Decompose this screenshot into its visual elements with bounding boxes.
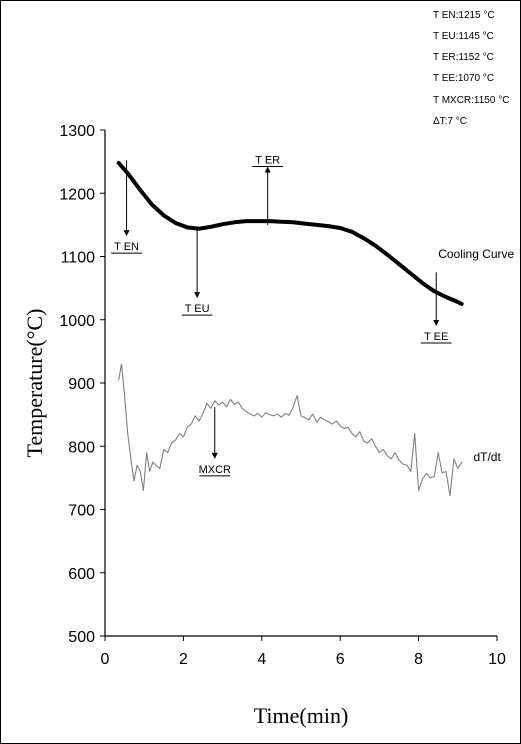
x-tick-label: 2 (179, 651, 188, 668)
annotation-label: T EN (114, 241, 139, 253)
x-ticks: 0 2 4 6 8 10 (101, 636, 506, 668)
annotation-label: T EU (185, 303, 210, 315)
x-axis-title: Time(min) (254, 703, 349, 728)
x-tick-label: 8 (414, 651, 423, 668)
legend-entry-tee: T EE:1070 °C (433, 73, 494, 84)
y-tick-label: 500 (68, 629, 95, 646)
legend: T EN:1215 °C T EU:1145 °C T ER:1152 °C T… (433, 10, 509, 127)
x-tick-label: 6 (336, 651, 345, 668)
x-tick-label: 4 (257, 651, 266, 668)
series-labels: Cooling Curve dT/dt (438, 247, 514, 464)
annotation-teu: T EU (181, 228, 213, 316)
legend-entry-ter: T ER:1152 °C (433, 52, 494, 63)
arrow-head-icon (123, 230, 130, 237)
legend-entry-ten: T EN:1215 °C (433, 10, 495, 21)
x-tick-label: 0 (101, 651, 110, 668)
y-tick-label: 600 (68, 566, 95, 583)
legend-entry-tmxcr: T MXCR:1150 °C (433, 95, 509, 106)
series-label: Cooling Curve (438, 247, 514, 261)
axes (104, 130, 497, 637)
y-tick-label: 1100 (61, 250, 96, 267)
arrow-head-icon (211, 452, 218, 459)
annotations: T EN T EU T ER T EE MXCR (111, 155, 452, 477)
y-tick-label: 1300 (59, 123, 95, 140)
annotation-ter: T ER (252, 155, 284, 225)
arrow-head-icon (433, 319, 440, 326)
y-tick-label: 1000 (59, 313, 95, 330)
y-ticks: 500 600 700 800 900 1000 1100 1200 1300 (59, 123, 105, 646)
series-line-cooling-curve (116, 160, 464, 306)
arrow-head-icon (194, 292, 201, 299)
annotation-ten: T EN (111, 160, 142, 254)
y-tick-label: 700 (68, 503, 95, 520)
series-label: dT/dt (473, 450, 501, 464)
y-axis-title: Temperature(°C) (22, 309, 47, 458)
x-tick-label: 10 (488, 651, 506, 668)
legend-entry-delta-t: ΔT:7 °C (433, 116, 467, 127)
annotation-label: T EE (424, 331, 448, 343)
series (116, 160, 464, 497)
annotation-label: MXCR (199, 464, 231, 476)
arrow-head-icon (264, 166, 271, 173)
legend-entry-teu: T EU:1145 °C (433, 31, 494, 42)
series-line-dt-dt (118, 363, 463, 497)
annotation-mxcr: MXCR (199, 407, 231, 477)
y-tick-label: 800 (68, 439, 95, 456)
y-tick-label: 900 (68, 376, 95, 393)
annotation-label: T ER (255, 155, 280, 167)
y-tick-label: 1200 (59, 186, 95, 203)
annotation-tee: T EE (420, 272, 452, 344)
